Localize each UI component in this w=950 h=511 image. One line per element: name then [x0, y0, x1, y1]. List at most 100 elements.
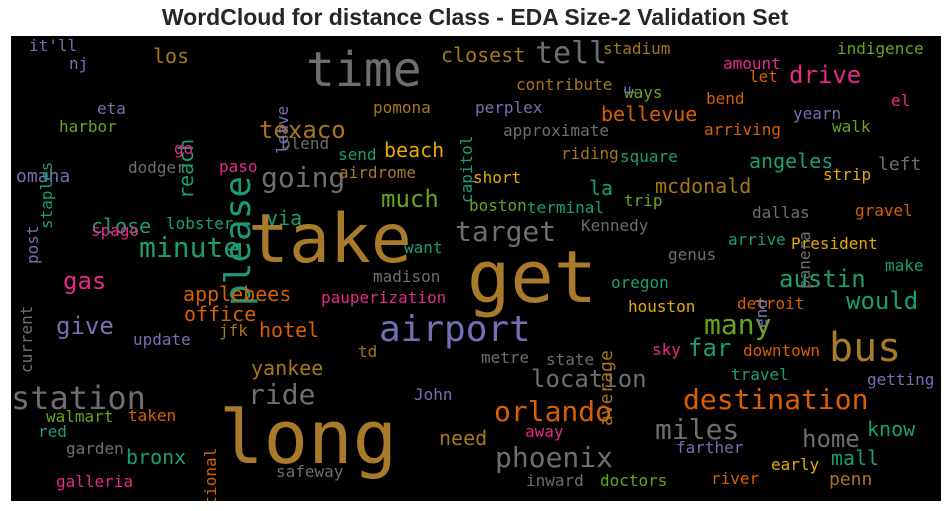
- cloud-word: send: [338, 147, 377, 163]
- cloud-word: beach: [384, 140, 444, 160]
- cloud-word: yankee: [251, 358, 323, 378]
- cloud-word: mall: [831, 448, 879, 468]
- cloud-word: galleria: [56, 474, 133, 490]
- cloud-word: harbor: [59, 119, 117, 135]
- cloud-word: far: [688, 336, 731, 360]
- cloud-word: indigence: [837, 41, 924, 57]
- cloud-word: garden: [66, 441, 124, 457]
- cloud-word: update: [133, 332, 191, 348]
- cloud-word: doctors: [600, 473, 667, 489]
- cloud-word: it'll: [29, 38, 77, 54]
- cloud-word: location: [531, 367, 647, 391]
- cloud-word: paso: [219, 159, 258, 175]
- cloud-word: panera: [797, 231, 813, 289]
- cloud-word: go: [174, 141, 193, 157]
- cloud-word: airdrome: [339, 165, 416, 181]
- cloud-word: away: [525, 424, 564, 440]
- cloud-word: make: [885, 258, 924, 274]
- cloud-word: state: [546, 352, 594, 368]
- cloud-word: average: [598, 350, 616, 426]
- chart-title: WordCloud for distance Class - EDA Size-…: [0, 4, 950, 31]
- cloud-word: walk: [832, 119, 871, 135]
- cloud-word: approximate: [503, 123, 609, 139]
- cloud-word: give: [56, 314, 114, 338]
- cloud-word: riding: [561, 146, 619, 162]
- cloud-word: jfk: [219, 323, 248, 339]
- cloud-word: arriving: [704, 122, 781, 138]
- cloud-word: let: [749, 69, 778, 85]
- cloud-word: square: [620, 149, 678, 165]
- cloud-word: farther: [676, 440, 743, 456]
- cloud-word: via: [266, 208, 302, 228]
- cloud-word: current: [19, 306, 35, 373]
- cloud-word: hotel: [259, 320, 319, 340]
- cloud-word: mcdonald: [655, 176, 751, 196]
- cloud-word: time: [306, 46, 422, 94]
- cloud-word: td: [358, 344, 377, 360]
- cloud-word: phoenix: [495, 444, 613, 472]
- cloud-word: staples: [39, 162, 55, 229]
- cloud-word: terminal: [527, 200, 604, 216]
- cloud-word: John: [414, 387, 453, 403]
- word-cloud: take get long time bus airport please station or…: [11, 36, 941, 501]
- cloud-word: bellevue: [601, 104, 697, 124]
- cloud-word: pomona: [373, 100, 431, 116]
- cloud-word: oregon: [611, 275, 669, 291]
- cloud-word: gravel: [855, 203, 913, 219]
- cloud-word: applebees: [183, 284, 291, 304]
- cloud-word: dallas: [752, 205, 810, 221]
- cloud-word: early: [771, 457, 819, 473]
- cloud-word: el: [891, 93, 910, 109]
- cloud-word: arrive: [728, 232, 786, 248]
- cloud-word: river: [711, 471, 759, 487]
- cloud-word: gas: [63, 269, 106, 293]
- cloud-word: closest: [441, 45, 525, 65]
- cloud-word: need: [439, 428, 487, 448]
- cloud-word: get: [467, 241, 597, 313]
- cloud-word: Kennedy: [581, 218, 648, 234]
- cloud-word: madison: [373, 269, 440, 285]
- cloud-word: bronx: [126, 447, 186, 467]
- cloud-word: inward: [526, 473, 584, 489]
- cloud-word: taken: [128, 408, 176, 424]
- cloud-word: safeway: [276, 464, 343, 480]
- cloud-word: want: [404, 240, 443, 256]
- cloud-word: international: [203, 448, 219, 501]
- cloud-word: much: [381, 187, 439, 211]
- cloud-word: dodger: [128, 160, 186, 176]
- cloud-word: eta: [97, 101, 126, 117]
- cloud-word: travel: [731, 367, 789, 383]
- cloud-word: getting: [867, 372, 934, 388]
- cloud-word: contribute: [516, 77, 612, 93]
- cloud-word: houston: [628, 299, 695, 315]
- cloud-word: lobster: [166, 216, 233, 232]
- cloud-word: ride: [248, 381, 315, 409]
- cloud-word: end: [754, 299, 770, 328]
- cloud-word: short: [473, 170, 521, 186]
- cloud-word: trip: [624, 193, 663, 209]
- cloud-word: tell: [535, 39, 607, 69]
- cloud-word: la: [589, 178, 613, 198]
- cloud-word: genus: [668, 247, 716, 263]
- cloud-word: stadium: [603, 41, 670, 57]
- cloud-word: red: [38, 424, 67, 440]
- cloud-word: sky: [652, 342, 681, 358]
- cloud-word: bus: [829, 328, 901, 368]
- cloud-word: minute: [139, 234, 240, 262]
- cloud-word: bend: [706, 91, 745, 107]
- cloud-word: going: [261, 164, 345, 192]
- cloud-word: boston: [469, 198, 527, 214]
- cloud-word: nj: [69, 56, 88, 72]
- cloud-word: would: [846, 289, 918, 313]
- cloud-word: metre: [481, 350, 529, 366]
- cloud-word: airport: [379, 312, 531, 348]
- cloud-word: destination: [683, 386, 868, 414]
- cloud-word: spago: [91, 223, 139, 239]
- cloud-word: drive: [789, 63, 861, 87]
- cloud-word: leave: [275, 106, 291, 154]
- cloud-word: perplex: [475, 100, 542, 116]
- cloud-word: pauperization: [321, 290, 446, 306]
- cloud-word: F: [623, 85, 639, 95]
- cloud-word: post: [25, 226, 41, 265]
- cloud-word: downtown: [743, 343, 820, 359]
